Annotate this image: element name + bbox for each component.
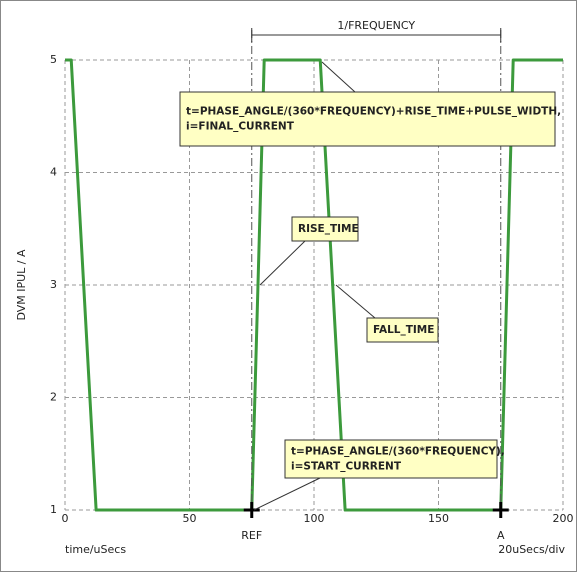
cursor-span-label: 1/FREQUENCY bbox=[337, 19, 415, 32]
annotation-text: i=START_CURRENT bbox=[291, 461, 402, 473]
annotation-box bbox=[291, 216, 359, 242]
x-tick-label: 100 bbox=[304, 512, 325, 525]
cursor-cross bbox=[243, 502, 260, 518]
annotation-text: RISE_TIME bbox=[298, 223, 359, 235]
cursor-label: A bbox=[497, 529, 505, 542]
series-line bbox=[65, 58, 563, 512]
cursor-label: REF bbox=[241, 529, 262, 542]
x-tick-label: 50 bbox=[183, 512, 197, 525]
y-tick-label: 4 bbox=[50, 166, 57, 179]
y-tick-label: 5 bbox=[50, 53, 57, 66]
annotation-text: i=FINAL_CURRENT bbox=[186, 121, 295, 133]
y-tick-label: 1 bbox=[50, 503, 57, 516]
annotation-leader bbox=[253, 477, 321, 511]
x-scale-label: 20uSecs/div bbox=[498, 543, 565, 556]
cursor-cross bbox=[492, 502, 509, 518]
x-tick-label: 200 bbox=[553, 512, 574, 525]
y-tick-label: 3 bbox=[50, 278, 57, 291]
annotation-leader bbox=[259, 240, 306, 286]
x-tick-label: 150 bbox=[428, 512, 449, 525]
x-axis-label: time/uSecs bbox=[65, 543, 126, 556]
annotation-text: t=PHASE_ANGLE/(360*FREQUENCY), bbox=[291, 446, 505, 458]
annotation-leader bbox=[335, 284, 376, 319]
cursor-span bbox=[251, 28, 502, 42]
annotation-text: FALL_TIME bbox=[373, 324, 434, 336]
annotation-box bbox=[179, 91, 556, 147]
y-axis-label: DVM IPUL / A bbox=[15, 249, 28, 321]
annotation-leader bbox=[321, 61, 356, 93]
x-tick-label: 0 bbox=[62, 512, 69, 525]
y-tick-label: 2 bbox=[50, 391, 57, 404]
annotation-text: t=PHASE_ANGLE/(360*FREQUENCY)+RISE_TIME+… bbox=[186, 106, 561, 118]
annotation-box bbox=[366, 317, 439, 343]
annotation-box bbox=[284, 439, 498, 479]
